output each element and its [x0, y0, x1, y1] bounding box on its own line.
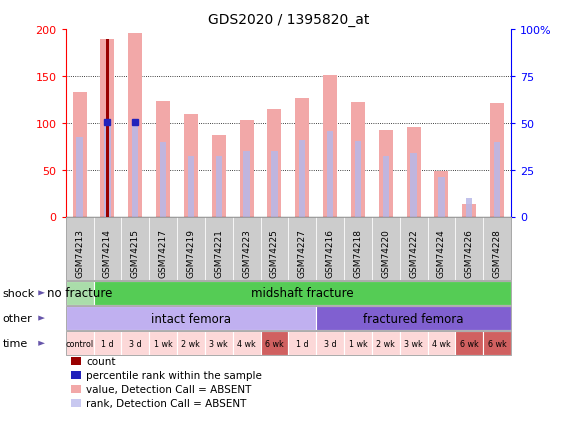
- Bar: [299, 141, 305, 217]
- Bar: [327, 132, 333, 217]
- Text: no fracture: no fracture: [47, 287, 112, 299]
- Text: control: control: [66, 339, 94, 348]
- Text: GSM74218: GSM74218: [353, 229, 363, 278]
- Bar: [379, 131, 393, 217]
- Text: GDS2020 / 1395820_at: GDS2020 / 1395820_at: [208, 13, 369, 27]
- Bar: [323, 76, 337, 217]
- Bar: [494, 142, 500, 217]
- Text: shock: shock: [3, 288, 35, 298]
- Bar: [188, 156, 194, 217]
- Bar: [267, 110, 282, 217]
- Text: 1 wk: 1 wk: [154, 339, 172, 348]
- Bar: [351, 103, 365, 217]
- Text: GSM74216: GSM74216: [325, 229, 335, 278]
- Text: count: count: [86, 356, 116, 366]
- Bar: [466, 198, 472, 217]
- Text: 3 d: 3 d: [129, 339, 142, 348]
- Text: GSM74217: GSM74217: [159, 229, 168, 278]
- Text: GSM74226: GSM74226: [465, 229, 474, 278]
- Bar: [295, 99, 309, 217]
- Text: value, Detection Call = ABSENT: value, Detection Call = ABSENT: [86, 384, 252, 394]
- Text: GSM74228: GSM74228: [493, 229, 502, 278]
- Bar: [132, 123, 138, 217]
- Bar: [212, 136, 226, 217]
- Bar: [104, 123, 111, 217]
- Bar: [355, 141, 361, 217]
- Bar: [435, 171, 448, 217]
- Text: GSM74215: GSM74215: [131, 229, 140, 278]
- Text: rank, Detection Call = ABSENT: rank, Detection Call = ABSENT: [86, 398, 247, 408]
- Bar: [216, 156, 222, 217]
- Bar: [383, 156, 389, 217]
- Text: 6 wk: 6 wk: [488, 339, 506, 348]
- Text: 4 wk: 4 wk: [432, 339, 451, 348]
- Bar: [411, 154, 417, 217]
- Bar: [160, 142, 166, 217]
- Text: GSM74223: GSM74223: [242, 229, 251, 278]
- Text: GSM74222: GSM74222: [409, 229, 418, 278]
- Bar: [156, 101, 170, 217]
- Bar: [106, 39, 109, 217]
- Text: 1 d: 1 d: [101, 339, 114, 348]
- Text: 1 d: 1 d: [296, 339, 308, 348]
- Text: GSM74220: GSM74220: [381, 229, 391, 278]
- Bar: [240, 121, 254, 217]
- Bar: [184, 114, 198, 217]
- Text: time: time: [3, 339, 28, 349]
- Text: GSM74213: GSM74213: [75, 229, 84, 278]
- Text: GSM74224: GSM74224: [437, 229, 446, 278]
- Text: midshaft fracture: midshaft fracture: [251, 287, 353, 299]
- Bar: [77, 138, 83, 217]
- Bar: [243, 151, 250, 217]
- Text: 3 wk: 3 wk: [404, 339, 423, 348]
- Text: 2 wk: 2 wk: [376, 339, 395, 348]
- Text: 4 wk: 4 wk: [237, 339, 256, 348]
- Bar: [128, 34, 142, 217]
- Bar: [73, 93, 87, 217]
- Bar: [271, 151, 278, 217]
- Text: GSM74227: GSM74227: [297, 229, 307, 278]
- Text: 1 wk: 1 wk: [348, 339, 367, 348]
- Bar: [439, 178, 445, 217]
- Bar: [100, 39, 114, 217]
- Bar: [407, 128, 421, 217]
- Text: GSM74225: GSM74225: [270, 229, 279, 278]
- Bar: [490, 104, 504, 217]
- Text: 3 wk: 3 wk: [210, 339, 228, 348]
- Text: fractured femora: fractured femora: [363, 312, 464, 325]
- Bar: [463, 205, 476, 217]
- Text: 2 wk: 2 wk: [182, 339, 200, 348]
- Text: other: other: [3, 313, 33, 323]
- Text: 6 wk: 6 wk: [460, 339, 478, 348]
- Text: GSM74219: GSM74219: [186, 229, 195, 278]
- Text: intact femora: intact femora: [151, 312, 231, 325]
- Text: GSM74214: GSM74214: [103, 229, 112, 278]
- Text: GSM74221: GSM74221: [214, 229, 223, 278]
- Text: 3 d: 3 d: [324, 339, 336, 348]
- Text: 6 wk: 6 wk: [265, 339, 284, 348]
- Text: percentile rank within the sample: percentile rank within the sample: [86, 370, 262, 380]
